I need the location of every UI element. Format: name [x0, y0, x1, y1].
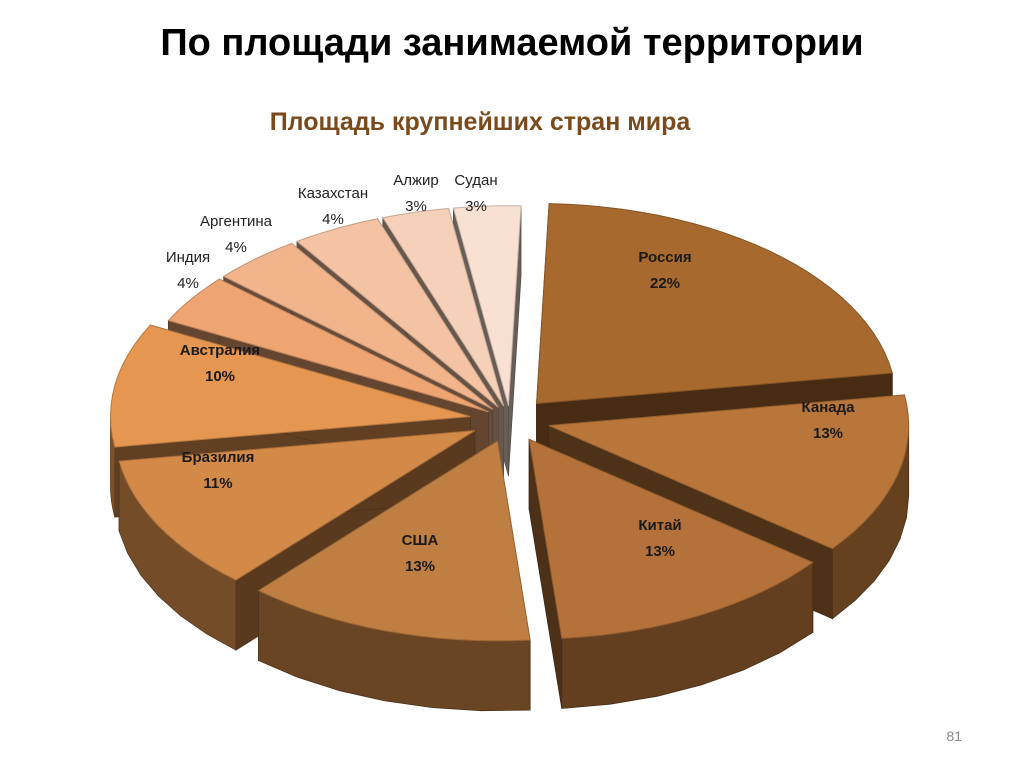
page-number: 81: [946, 728, 962, 744]
slice-label-name: Китай: [638, 517, 681, 534]
chart-title: Площадь крупнейших стран мира: [269, 108, 691, 136]
slice-top: [257, 440, 531, 642]
slice-label-name: Канада: [802, 399, 856, 416]
slice-top: [452, 205, 522, 406]
slice-label-value: 4%: [177, 275, 199, 292]
slide-title: По площади занимаемой территории: [160, 22, 864, 64]
slice-4: [257, 440, 531, 712]
slice-label: Индия 4%: [166, 249, 210, 292]
slice-label: США 13%: [402, 532, 439, 575]
slice-top: [167, 278, 489, 413]
slice-label: Россия 22%: [638, 249, 691, 292]
slice-top: [118, 430, 476, 581]
slice-top: [222, 242, 494, 410]
slice-label: Казахстан 4%: [298, 185, 368, 228]
slice-top: [109, 324, 471, 448]
slice-label-name: США: [402, 532, 439, 549]
slice-top: [548, 394, 910, 550]
slice-label-value: 13%: [405, 558, 435, 575]
slice-label-value: 13%: [813, 425, 843, 442]
slice-top: [528, 438, 814, 640]
slice-top: [536, 203, 893, 405]
slice-label: Алжир 3%: [393, 172, 439, 215]
slice-label-value: 10%: [205, 368, 235, 385]
slice-top: [382, 207, 505, 407]
slice-label-value: 13%: [645, 543, 675, 560]
slice-label: Бразилия 11%: [182, 449, 255, 492]
slice-label-name: Россия: [638, 249, 691, 266]
slice-label-name: Австралия: [180, 342, 260, 359]
slice-label: Китай 13%: [638, 517, 681, 560]
slice-label-value: 3%: [465, 198, 487, 215]
slice-top: [296, 218, 499, 408]
slice-label: Аргентина 4%: [200, 213, 273, 256]
slice-label-name: Казахстан: [298, 185, 368, 202]
slice-label-name: Аргентина: [200, 213, 273, 230]
slice-label-value: 4%: [225, 239, 247, 256]
slice-label: Австралия 10%: [180, 342, 260, 385]
slice-label: Канада 13%: [802, 399, 856, 442]
slice-label-value: 3%: [405, 198, 427, 215]
slice-label-value: 4%: [322, 211, 344, 228]
slice-label-name: Индия: [166, 249, 210, 266]
slice-label-name: Судан: [454, 172, 497, 189]
slice-3: [528, 438, 814, 709]
slice-5: [118, 429, 476, 651]
slice-label: Судан 3%: [454, 172, 497, 215]
slice-label-value: 11%: [203, 475, 232, 492]
slice-label-name: Алжир: [393, 172, 439, 189]
slice-label-name: Бразилия: [182, 449, 255, 466]
slice-label-value: 22%: [650, 275, 680, 292]
